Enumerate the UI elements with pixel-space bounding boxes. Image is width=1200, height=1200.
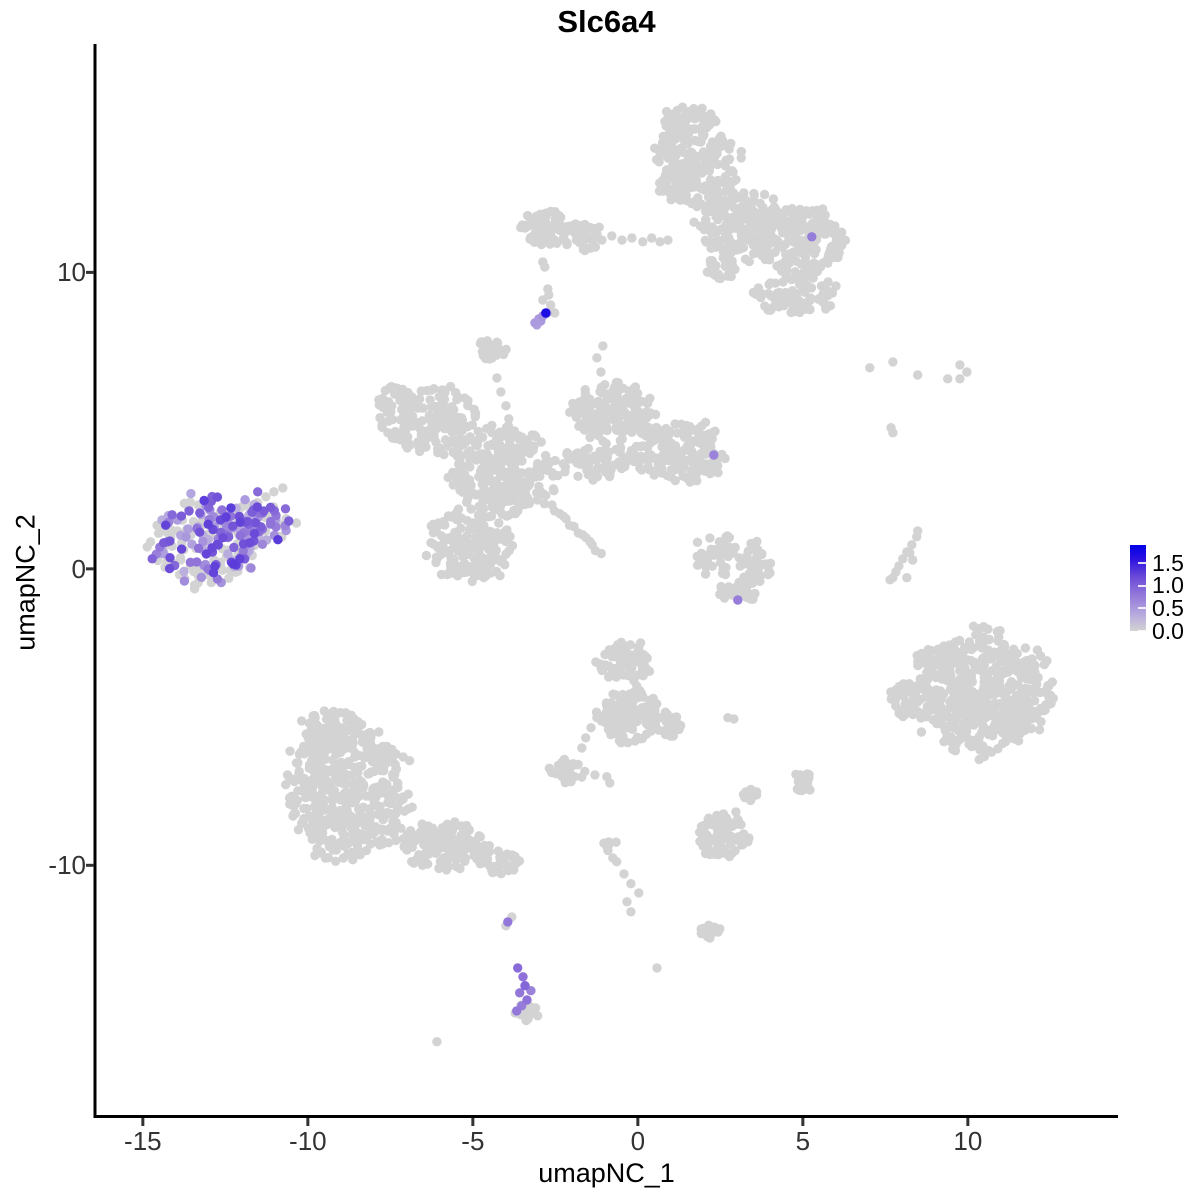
- x-tick-label: -15: [124, 1126, 162, 1156]
- legend-tick-label: 0.0: [1152, 617, 1184, 644]
- plot-title: Slc6a4: [557, 4, 656, 39]
- legend-tick-label: 0.5: [1152, 594, 1184, 621]
- x-tick-label: 10: [953, 1126, 983, 1156]
- scatter-points-layer: [142, 102, 1059, 1047]
- legend-tick-mark: [1138, 584, 1146, 587]
- y-axis-title: umapNC_2: [10, 514, 41, 651]
- x-axis-title: umapNC_1: [538, 1158, 675, 1188]
- x-tick-label: -5: [461, 1126, 485, 1156]
- x-tick-label: -10: [289, 1126, 327, 1156]
- legend-tick-label: 1.0: [1152, 572, 1184, 599]
- legend-tick-mark: [1138, 562, 1146, 565]
- legend-colorbar: 1.5 1.0 0.5 0.0: [1128, 543, 1200, 642]
- x-tick-label: 5: [795, 1126, 811, 1156]
- x-tick-label: 0: [630, 1126, 646, 1156]
- legend-tick-mark: [1138, 607, 1146, 610]
- axes-layer: [86, 44, 1118, 1126]
- y-tick-label: 0: [71, 553, 86, 584]
- legend-tick-mark: [1138, 630, 1146, 632]
- x-axis-ticks: [141, 1118, 970, 1126]
- y-tick-label: 10: [57, 257, 86, 288]
- legend-tick-label: 1.5: [1152, 549, 1184, 576]
- colorbar-gradient: [1130, 545, 1146, 631]
- y-axis-ticks: [86, 270, 94, 867]
- y-tick-label: -10: [48, 850, 86, 881]
